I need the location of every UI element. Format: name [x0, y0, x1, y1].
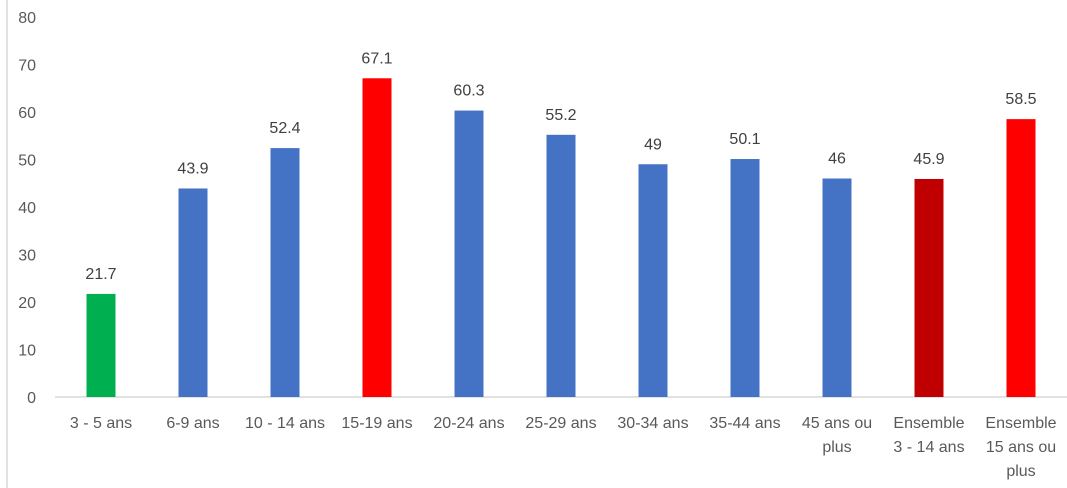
bar — [362, 78, 392, 398]
y-tick-label: 10 — [18, 343, 36, 360]
data-label: 49 — [644, 136, 662, 153]
y-tick-label: 70 — [18, 58, 36, 75]
data-label: 21.7 — [85, 266, 116, 283]
bar — [1006, 119, 1036, 397]
data-label: 46 — [828, 151, 846, 168]
data-label: 45.9 — [913, 151, 944, 168]
y-tick-labels: 0 10 20 30 40 50 60 70 80 — [18, 10, 36, 407]
x-tick-label: 30-34 ans — [617, 415, 688, 432]
x-tick-label: 25-29 ans — [525, 415, 596, 432]
y-tick-label: 60 — [18, 105, 36, 122]
x-tick-label: 35-44 ans — [709, 415, 780, 432]
x-tick-label: 15-19 ans — [341, 415, 412, 432]
data-label: 43.9 — [177, 160, 208, 177]
y-tick-label: 80 — [18, 10, 36, 27]
x-tick-label: 10 - 14 ans — [245, 415, 325, 432]
y-tick-label: 0 — [27, 390, 36, 407]
bar — [546, 134, 576, 398]
bar — [178, 188, 208, 397]
data-label: 60.3 — [453, 83, 484, 100]
data-label: 67.1 — [361, 50, 392, 67]
bar — [86, 293, 116, 397]
data-label: 50.1 — [729, 131, 760, 148]
bar — [914, 178, 944, 397]
y-tick-label: 40 — [18, 200, 36, 217]
x-tick-label: Ensemble 15 ans ou plus — [985, 415, 1056, 480]
x-tick-label: Ensemble 3 - 14 ans — [893, 415, 964, 456]
bar — [822, 178, 852, 397]
data-label: 52.4 — [269, 120, 300, 137]
category-labels: 3 - 5 ans 6-9 ans 10 - 14 ans 15-19 ans 20-2… — [70, 415, 1057, 480]
bar — [270, 148, 300, 397]
x-tick-label: 20-24 ans — [433, 415, 504, 432]
bar — [454, 110, 484, 397]
bar — [730, 159, 760, 397]
x-tick-label: 45 ans ou plus — [802, 415, 872, 456]
x-tick-label: 3 - 5 ans — [70, 415, 132, 432]
x-tick-label: 6-9 ans — [166, 415, 219, 432]
y-tick-label: 50 — [18, 153, 36, 170]
y-tick-label: 30 — [18, 248, 36, 265]
data-label: 55.2 — [545, 107, 576, 124]
bars — [86, 78, 1036, 398]
y-tick-label: 20 — [18, 295, 36, 312]
data-labels: 21.7 43.9 52.4 67.1 60.3 55.2 49 50.1 46 45.9 58.5 — [85, 50, 1036, 283]
bar — [638, 164, 668, 397]
data-label: 58.5 — [1005, 91, 1036, 108]
